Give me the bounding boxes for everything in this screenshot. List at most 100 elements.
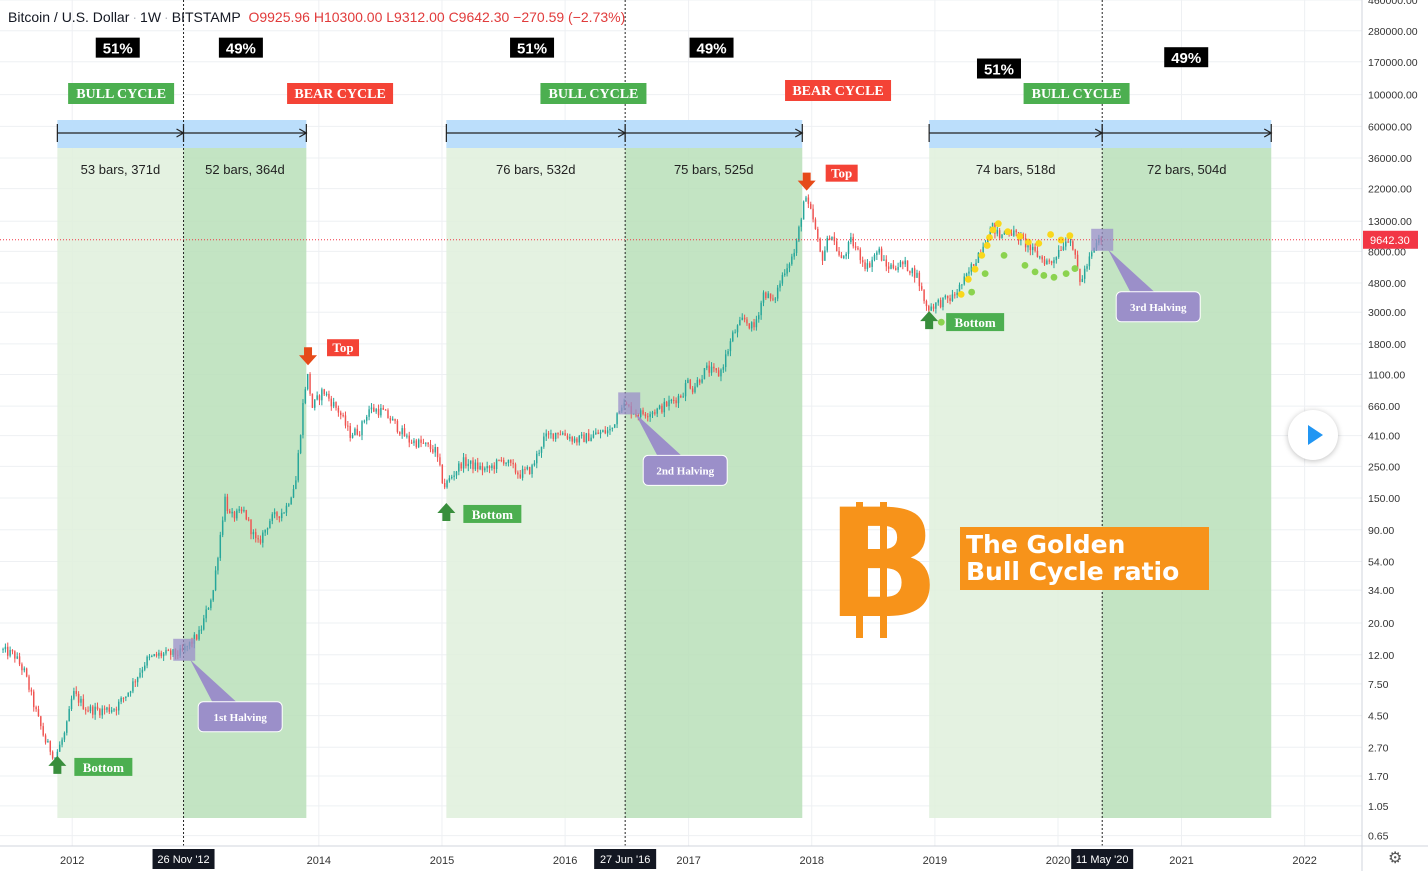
candle-body [354,428,356,436]
candle-body [864,262,866,269]
candle-body [290,497,292,505]
candle-body [297,453,299,481]
y-tick-label: 410.00 [1368,431,1400,443]
scatter-point-yellow [1024,238,1032,246]
candle-body [843,256,845,258]
ohlc-high: H10300.00 [313,9,383,25]
last-price-tag [1363,230,1418,249]
annotations: 53 bars, 371d 52 bars, 364d 76 bars, 532d 7… [0,0,1362,846]
candle-body [455,471,458,476]
candle-body [871,259,873,267]
candle-body [1086,266,1088,269]
halving-callout-pointer [635,413,682,456]
candle-body [469,460,472,464]
percent-box [689,37,734,58]
range-band [625,120,803,148]
range-band [183,120,307,148]
candle-body [760,302,762,316]
candle-body [925,301,928,307]
candle-body [961,284,963,286]
percent-label: 51% [984,62,1014,79]
bottom-label: Bottom [955,315,996,330]
range-arrow [794,128,804,138]
range-band [57,120,184,148]
candle-body [73,691,75,699]
candle-body [559,434,562,436]
candle-body [1027,244,1029,248]
candle-body [280,512,283,519]
range-label: 53 bars, 371d [81,162,161,177]
candle-body [226,496,229,511]
candle-body [134,681,137,683]
scatter-point-yellow [1066,232,1074,240]
candle-body [377,409,380,416]
scatter-point-green [1071,265,1079,272]
candle-body [748,323,751,329]
candle-body [769,293,772,299]
candle-body [84,709,87,711]
candle-body [479,465,481,470]
candle-body [233,511,236,519]
candle-body [1041,256,1043,260]
ohlc-open: O9925.96 [248,9,310,25]
candle-body [18,656,21,665]
y-tick-label: 170000.00 [1368,57,1418,69]
candle-body [271,514,273,521]
candle-body [1091,252,1093,257]
replay-play-button[interactable] [1288,410,1338,460]
candle-body [519,474,521,478]
candle-body [724,354,727,368]
candle-body [257,538,259,540]
candle-body [436,446,439,458]
candle-body [422,442,425,444]
candle-body [61,739,63,745]
candle-body [928,306,930,311]
candle-body [538,452,540,454]
candle-body [441,464,444,484]
candle-body [42,726,44,736]
date-marker-label: 27 Jun '16 [600,854,650,866]
candle-body [250,519,252,535]
candle-body [562,433,564,435]
candle-body [1055,257,1058,261]
candle-body [774,298,777,300]
candle-body [977,252,980,263]
candle-body [363,420,366,422]
candle-body [311,393,314,408]
candle-body [687,379,689,384]
logo-glyph: B [826,478,940,652]
candle-body [56,751,59,759]
candle-body [644,414,647,417]
candle-body [368,409,370,417]
candle-body [476,462,479,470]
scatter-point-green [1000,251,1008,259]
candle-body [1013,230,1015,236]
x-tick-label: 2019 [923,855,947,867]
bottom-label-box [946,313,1005,332]
candle-body [337,407,340,413]
candle-body [911,268,914,274]
candle-body [306,373,309,390]
candle-body [387,410,389,419]
candle-body [814,219,817,229]
candle-body [1060,249,1062,251]
candle-body [762,292,765,303]
y-tick-label: 12.00 [1368,650,1394,662]
symbol-name[interactable]: Bitcoin / U.S. Dollar [8,9,130,25]
interval[interactable]: 1W [140,9,162,25]
candle-body [122,697,125,699]
candle-body [798,226,800,241]
candle-body [28,676,30,690]
candle-body [821,251,824,261]
candle-body [972,264,975,266]
candle-body [434,446,436,453]
gear-icon[interactable]: ⚙ [1388,850,1403,867]
candle-body [734,332,736,334]
candle-body [727,351,729,355]
candle-body [904,260,906,265]
halving-callout-pointer [1108,249,1155,292]
candle-body [391,418,394,421]
halving-callout [1115,291,1201,323]
candle-body [245,510,248,520]
